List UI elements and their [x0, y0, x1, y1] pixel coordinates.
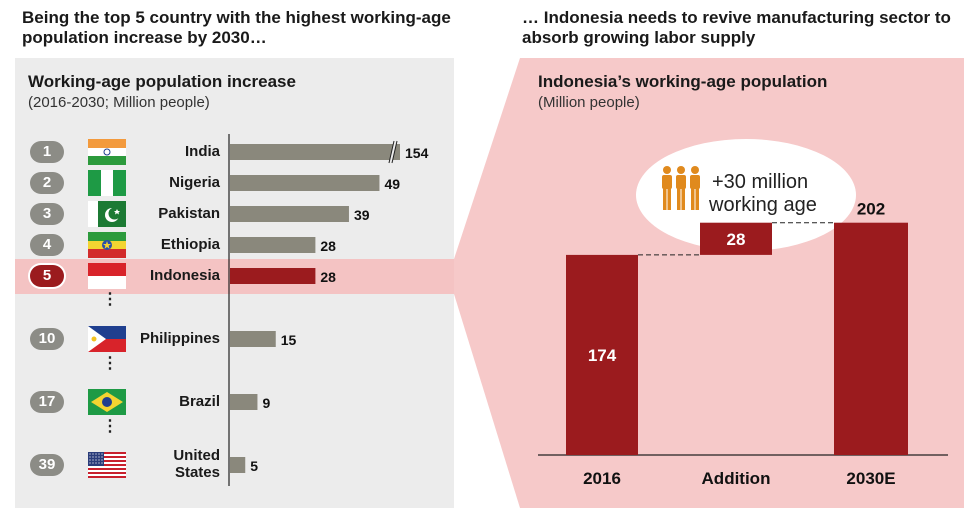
bar-value-label: 39 [354, 207, 370, 223]
rank-badge: 1 [30, 141, 64, 163]
rank-badge: 39 [30, 454, 64, 476]
right-headline: … Indonesia needs to revive manufacturin… [522, 8, 951, 47]
right-chart-subtitle: (Million people) [538, 94, 640, 111]
bar-value-label: 28 [320, 269, 336, 285]
rank-badge: 17 [30, 391, 64, 413]
country-row: 3 Pakistan [0, 199, 460, 229]
callout-line-2: working age [708, 194, 817, 216]
country-row: 5 Indonesia [0, 261, 460, 291]
bar-value-label: 28 [320, 238, 336, 254]
bar-philippines [230, 331, 276, 347]
waterfall-value-label: 174 [588, 346, 617, 365]
waterfall-category-label: 2030E [846, 469, 895, 488]
right-chart-title: Indonesia’s working-age population [538, 72, 828, 91]
bar-value-label: 9 [262, 395, 270, 411]
waterfall-value-label: 28 [727, 230, 746, 249]
bar-nigeria [230, 175, 380, 191]
waterfall-bar-2030e [834, 222, 908, 455]
country-row: 4 Ethiopia [0, 230, 460, 260]
india-flag-icon [88, 139, 126, 165]
country-name: Pakistan [158, 205, 220, 222]
rank-badge: 10 [30, 328, 64, 350]
country-row: 10 Philippines [0, 324, 460, 354]
bar-indonesia [230, 268, 316, 284]
bar-pakistan [230, 206, 349, 222]
left-chart-subtitle: (2016-2030; Million people) [28, 94, 210, 111]
philippines-flag-icon [88, 326, 126, 352]
country-row: 2 Nigeria [0, 168, 460, 198]
bar-value-label: 15 [281, 332, 297, 348]
waterfall-category-label: Addition [702, 469, 771, 488]
axis-break-mark [389, 141, 397, 163]
rank-badge: 2 [30, 172, 64, 194]
left-headline: Being the top 5 country with the highest… [22, 8, 451, 47]
left-chart-title: Working-age population increase [28, 72, 296, 91]
callout-line-1: +30 million [712, 171, 808, 193]
bar-united-states [230, 457, 246, 473]
country-name: India [184, 143, 220, 160]
bar-value-label: 49 [384, 176, 400, 192]
country-name: United States [173, 447, 220, 481]
ethiopia-flag-icon [88, 232, 126, 258]
people-group-icon [662, 166, 700, 210]
rank-badge: 5 [30, 265, 64, 287]
waterfall-value-label: 202 [857, 200, 885, 219]
waterfall-bar-2016 [566, 254, 638, 455]
country-name: Nigeria [169, 174, 220, 191]
country-name: Philippines [139, 330, 220, 347]
usa-flag-icon [88, 452, 126, 478]
waterfall-bar-addition [700, 222, 772, 255]
country-row: 17 Brazil [0, 387, 460, 417]
bar-ethiopia [230, 237, 316, 253]
waterfall-category-label: 2016 [583, 469, 621, 488]
country-name: Ethiopia [160, 236, 220, 253]
rank-badge: 3 [30, 203, 64, 225]
country-name: Brazil [179, 393, 220, 410]
country-row: 39 United States [0, 447, 460, 481]
indonesia-flag-icon [88, 263, 126, 289]
bar-brazil [230, 394, 258, 410]
pakistan-flag-icon [88, 201, 126, 227]
bar-value-label: 154 [405, 145, 429, 161]
brazil-flag-icon [88, 389, 126, 415]
country-row: 1 India [0, 137, 460, 167]
bar-value-label: 5 [250, 458, 258, 474]
rank-badge: 4 [30, 234, 64, 256]
country-name: Indonesia [149, 267, 220, 284]
bar-india [230, 144, 400, 160]
nigeria-flag-icon [88, 170, 126, 196]
